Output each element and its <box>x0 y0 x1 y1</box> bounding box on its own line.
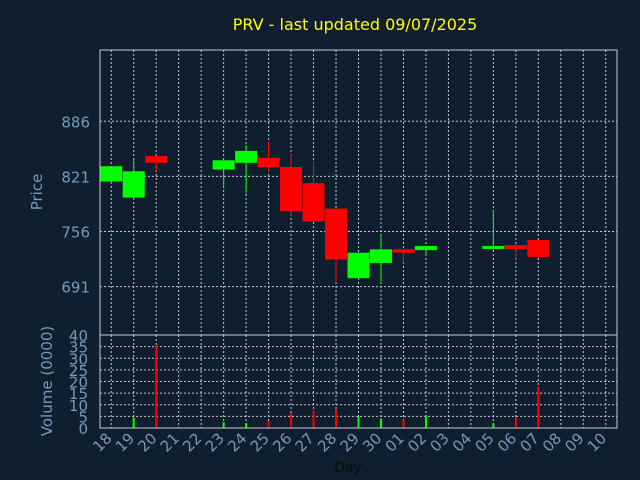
volume-bar <box>537 387 540 428</box>
price-grid <box>100 50 617 335</box>
price-y-tick-labels: 691 756 821 886 <box>61 113 90 296</box>
price-y-tick-label: 691 <box>61 279 90 297</box>
candle-body <box>414 245 437 251</box>
price-y-tick-label: 821 <box>61 168 90 186</box>
volume-y-tick-label: 25 <box>69 362 88 380</box>
candle-body <box>235 150 258 163</box>
volume-axis-label: Volume (0000) <box>38 326 56 436</box>
volume-y-tick-label: 5 <box>78 408 88 426</box>
volume-y-tick-label: 20 <box>69 374 88 392</box>
candle-body <box>212 160 235 170</box>
candle-body <box>122 171 145 198</box>
price-candles <box>100 141 550 283</box>
volume-bar <box>357 416 360 428</box>
volume-bar <box>290 412 293 428</box>
candle-body <box>369 249 392 263</box>
candle-body <box>325 208 348 260</box>
volume-bar <box>312 410 315 428</box>
volume-y-tick-label: 0 <box>78 420 88 438</box>
volume-y-tick-label: 10 <box>69 397 88 415</box>
volume-bar <box>424 415 427 428</box>
candle-body <box>347 252 370 279</box>
chart-title: PRV - last updated 09/07/2025 <box>233 15 478 34</box>
volume-bar <box>492 423 495 428</box>
x-tick-labels: 1819202122232425262728293001020304050607… <box>89 429 610 455</box>
volume-bar <box>267 421 270 428</box>
volume-bar <box>379 418 382 428</box>
volume-bar <box>222 422 225 428</box>
price-y-tick-label: 756 <box>61 224 90 242</box>
candle-body <box>302 183 325 222</box>
x-axis-label: Day <box>334 460 362 476</box>
volume-bar <box>335 409 338 428</box>
volume-y-tick-label: 40 <box>69 327 88 345</box>
volume-bar <box>514 417 517 428</box>
candle-body <box>145 156 168 163</box>
volume-bar <box>245 423 248 428</box>
candle-body <box>280 167 303 212</box>
volume-y-tick-label: 30 <box>69 350 88 368</box>
candle-body <box>504 245 527 250</box>
candle-body <box>100 166 123 182</box>
volume-bar <box>155 345 158 428</box>
candle-body <box>257 157 280 168</box>
volume-panel-frame <box>99 334 618 429</box>
volume-bar <box>402 419 405 428</box>
candle-body <box>482 245 505 249</box>
volume-y-tick-label: 35 <box>69 339 88 357</box>
candle-body <box>392 249 415 253</box>
volume-bar <box>132 417 135 428</box>
price-y-tick-label: 886 <box>61 113 90 131</box>
volume-y-tick-label: 15 <box>69 385 88 403</box>
candle-body <box>527 240 550 257</box>
price-axis-label: Price <box>28 174 46 211</box>
